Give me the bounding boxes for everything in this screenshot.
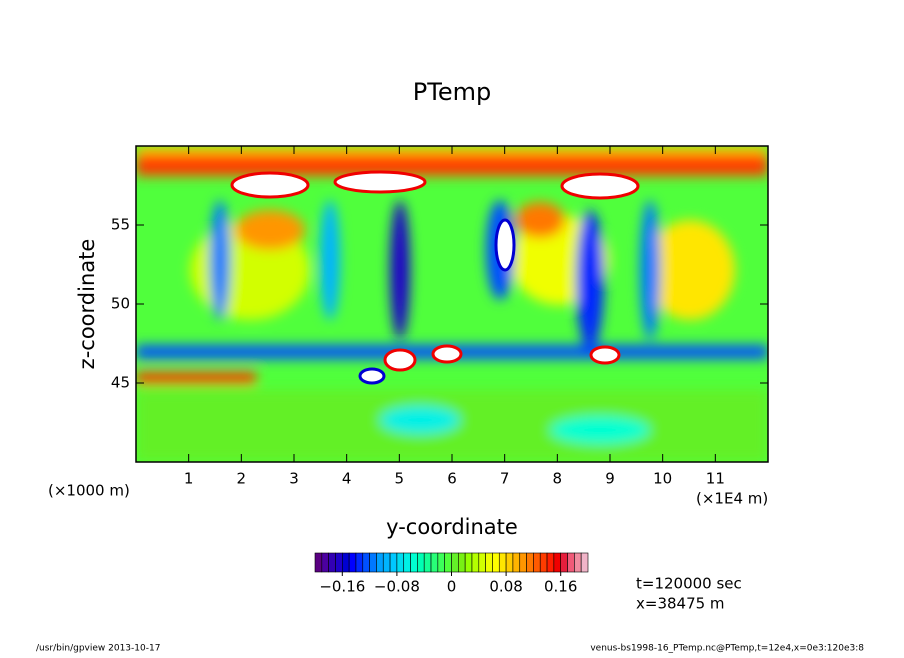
- y-tick-label: 45: [111, 374, 130, 392]
- x-tick-label: 9: [605, 470, 615, 488]
- colorbar-tick-label: −0.08: [374, 578, 420, 596]
- colorbar-box: [423, 552, 432, 573]
- colorbar-box: [546, 552, 555, 573]
- colorbar-box: [328, 552, 336, 573]
- x-tick-label: 5: [395, 470, 405, 488]
- annotation: t=120000 sec: [636, 575, 742, 593]
- colorbar-box: [560, 552, 568, 573]
- colorbar-box: [437, 552, 445, 573]
- colorbar-box: [526, 552, 534, 573]
- colorbar-box: [389, 552, 398, 573]
- colorbar-box: [574, 552, 582, 573]
- colorbar-box: [430, 552, 439, 573]
- colorbar-tick-label: 0.08: [489, 578, 522, 596]
- colorbar-box: [369, 552, 377, 573]
- x-unit-right: (×1E4 m): [696, 490, 768, 508]
- x-tick-label: 2: [237, 470, 247, 488]
- colorbar-box: [478, 552, 486, 573]
- colorbar-box: [321, 552, 329, 573]
- x-tick-label: 11: [706, 470, 725, 488]
- x-unit-left: (×1000 m): [48, 482, 130, 500]
- x-tick-label: 8: [553, 470, 563, 488]
- colorbar-box: [567, 552, 575, 573]
- y-tick-label: 55: [111, 216, 130, 234]
- colorbar-box: [553, 552, 561, 573]
- colorbar-box: [396, 552, 405, 573]
- colorbar-box: [519, 552, 527, 573]
- chart-title: PTemp: [413, 78, 491, 106]
- colorbar-box: [341, 552, 350, 573]
- colorbar-box: [403, 552, 411, 573]
- x-tick-label: 1: [184, 470, 194, 488]
- annotation: x=38475 m: [636, 595, 725, 613]
- colorbar-box: [498, 552, 507, 573]
- colorbar-tick-label: 0: [447, 578, 457, 596]
- colorbar-box: [492, 552, 500, 573]
- contour-field: [136, 146, 768, 462]
- footer-left: /usr/bin/gpview 2013-10-17: [36, 644, 160, 654]
- x-tick-label: 4: [342, 470, 352, 488]
- colorbar-box: [376, 552, 384, 573]
- colorbar-box: [458, 552, 466, 573]
- x-tick-label: 6: [447, 470, 457, 488]
- colorbar-box: [355, 552, 364, 573]
- colorbar-box: [444, 552, 452, 573]
- colorbar-box: [539, 552, 548, 573]
- colorbar-box: [382, 552, 391, 573]
- y-axis-label: z-coordinate: [75, 239, 99, 370]
- colorbar-box: [485, 552, 493, 573]
- x-tick-label: 10: [653, 470, 672, 488]
- colorbar-box: [505, 552, 514, 573]
- colorbar-box: [335, 552, 343, 573]
- colorbar-box: [580, 552, 589, 573]
- colorbar-box: [348, 552, 357, 573]
- colorbar-box: [410, 552, 418, 573]
- x-tick-label: 7: [500, 470, 510, 488]
- colorbar-box: [464, 552, 473, 573]
- colorbar-box: [314, 552, 323, 573]
- colorbar-tick-label: −0.16: [319, 578, 365, 596]
- colorbar-box: [533, 552, 541, 573]
- colorbar-tick-label: 0.16: [544, 578, 577, 596]
- x-axis-label: y-coordinate: [386, 515, 518, 539]
- footer-right: venus-bs1998-16_PTemp.nc@PTemp,t=12e4,x=…: [590, 644, 864, 654]
- colorbar-box: [471, 552, 480, 573]
- colorbar-box: [362, 552, 370, 573]
- colorbar-box: [451, 552, 459, 573]
- colorbar-box: [417, 552, 425, 573]
- y-tick-label: 50: [111, 295, 130, 313]
- x-tick-label: 3: [289, 470, 299, 488]
- colorbar-box: [512, 552, 521, 573]
